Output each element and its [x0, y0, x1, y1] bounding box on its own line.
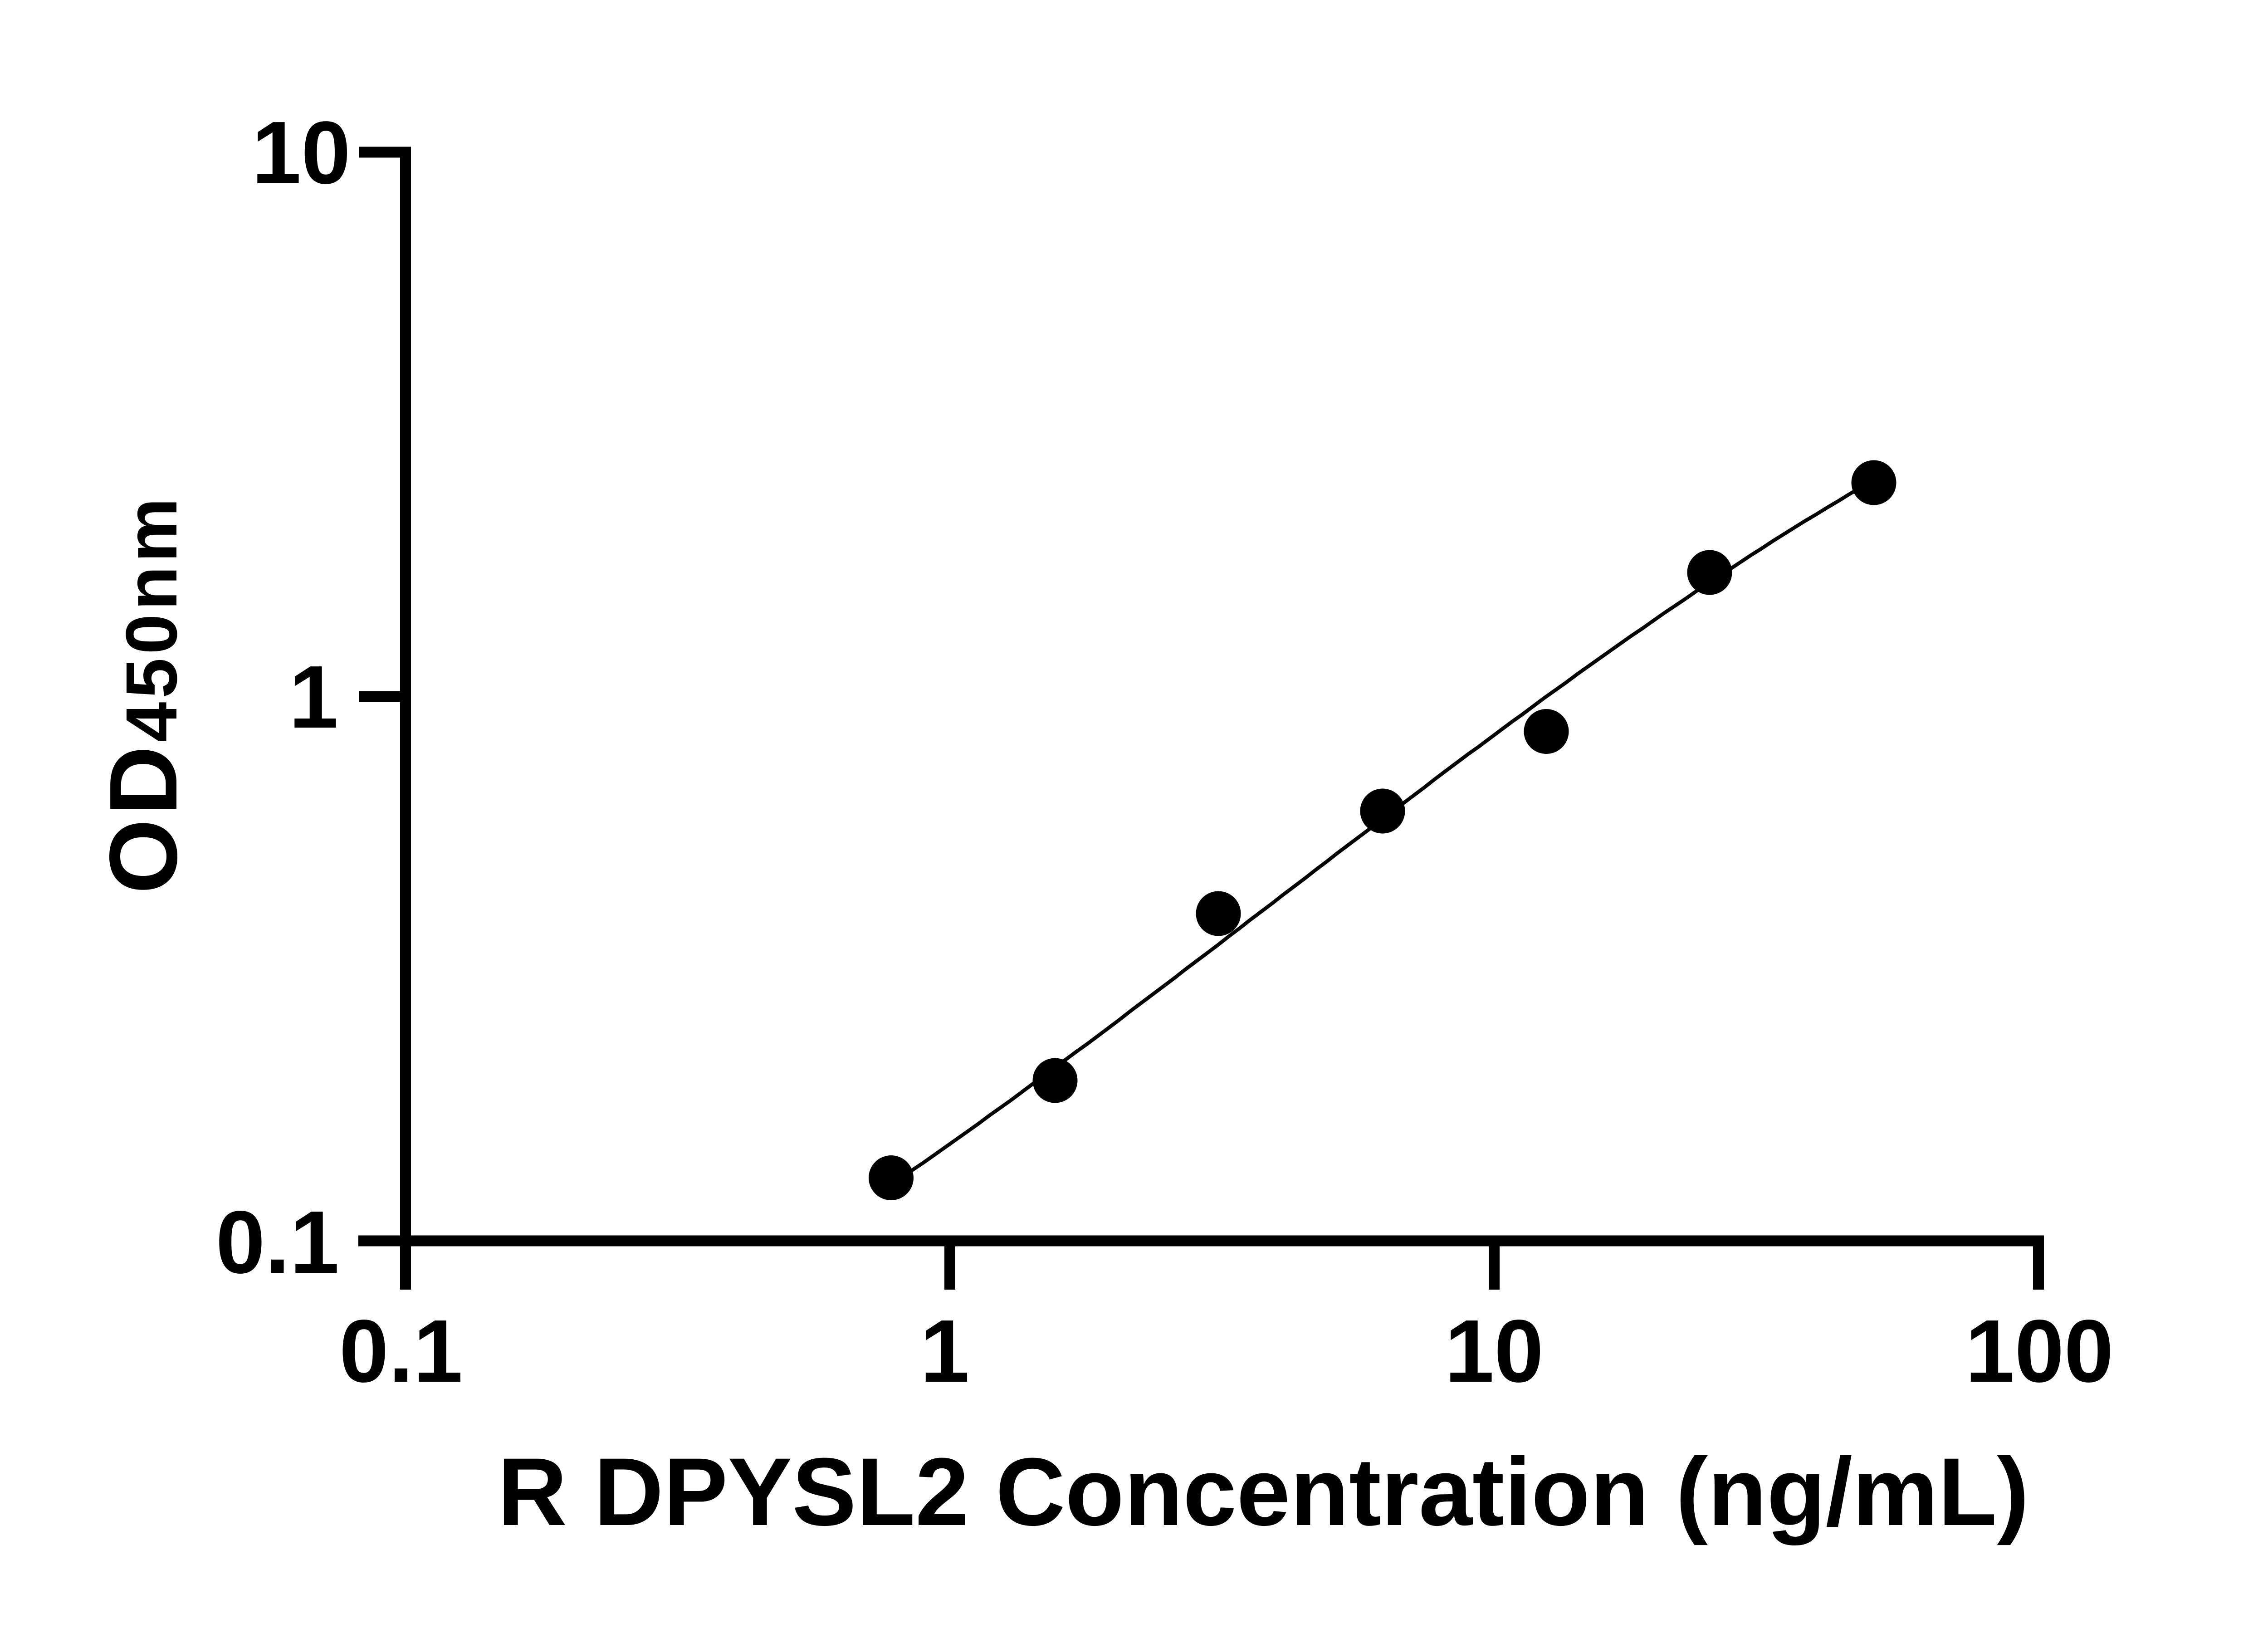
svg-text:10: 10 — [252, 103, 351, 202]
svg-text:0.1: 0.1 — [339, 1301, 463, 1401]
svg-text:R DPYSL2 Concentration (ng/mL): R DPYSL2 Concentration (ng/mL) — [498, 1438, 2029, 1546]
svg-text:0.1: 0.1 — [216, 1193, 339, 1292]
svg-text:OD450nm: OD450nm — [89, 494, 197, 894]
svg-text:100: 100 — [1965, 1301, 2113, 1401]
svg-text:1: 1 — [920, 1301, 969, 1401]
svg-text:10: 10 — [1445, 1301, 1544, 1401]
svg-text:1: 1 — [289, 647, 338, 747]
